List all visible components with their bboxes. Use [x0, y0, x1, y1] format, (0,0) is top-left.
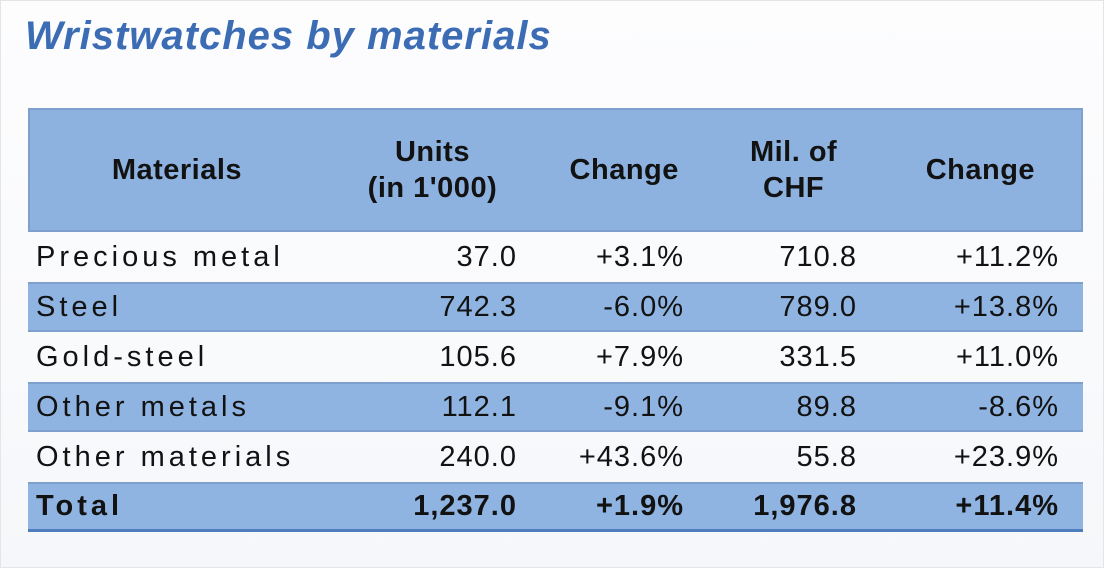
cell-chf: 89.8 — [796, 390, 857, 423]
cell-chf-change: +11.0% — [955, 340, 1059, 373]
cell-chf: 1,976.8 — [753, 490, 857, 523]
cell-units: 105.6 — [439, 340, 517, 373]
header-label: Mil. of — [749, 135, 838, 168]
cell-units-change: +43.6% — [578, 440, 684, 473]
header-label: Materials — [111, 153, 243, 186]
cell-units: 1,237.0 — [413, 490, 517, 523]
cell-units-change: +1.9% — [595, 490, 684, 523]
header-label: Units — [394, 135, 470, 168]
table-row-other-metals: Other metals 112.1 -9.1% 89.8 -8.6% — [28, 382, 1083, 432]
header-label: Change — [569, 153, 679, 186]
cell-chf: 789.0 — [779, 290, 857, 323]
table-header-row: Materials Units (in 1'000) Change Mil. o… — [28, 108, 1083, 232]
materials-table: Materials Units (in 1'000) Change Mil. o… — [28, 108, 1083, 532]
header-cell-materials: Materials — [30, 110, 324, 230]
table-row-gold-steel: Gold-steel 105.6 +7.9% 331.5 +11.0% — [28, 332, 1083, 382]
cell-chf-change: -8.6% — [978, 390, 1059, 423]
cell-material: Precious metal — [36, 240, 284, 273]
cell-chf-change: +11.2% — [955, 240, 1059, 273]
header-label: CHF — [763, 172, 825, 204]
cell-units-change: -6.0% — [603, 290, 684, 323]
header-label: (in 1'000) — [367, 172, 498, 204]
cell-chf-change: +11.4% — [955, 490, 1059, 523]
table-row-total: Total 1,237.0 +1.9% 1,976.8 +11.4% — [28, 482, 1083, 532]
table-row-steel: Steel 742.3 -6.0% 789.0 +13.8% — [28, 282, 1083, 332]
cell-chf: 710.8 — [779, 240, 857, 273]
cell-material: Other metals — [36, 390, 250, 423]
header-label: Change — [925, 153, 1036, 186]
header-cell-chf-change: Change — [880, 110, 1081, 230]
cell-material: Other materials — [36, 440, 295, 473]
cell-chf-change: +13.8% — [953, 290, 1059, 323]
header-cell-units-change: Change — [541, 110, 707, 230]
cell-chf: 331.5 — [779, 340, 857, 373]
cell-chf: 55.8 — [796, 440, 857, 473]
page-title: Wristwatches by materials — [25, 14, 552, 58]
cell-chf-change: +23.9% — [953, 440, 1059, 473]
cell-material: Gold-steel — [36, 340, 209, 373]
cell-units-change: -9.1% — [603, 390, 684, 423]
cell-units: 112.1 — [441, 390, 517, 423]
cell-material: Total — [36, 490, 124, 523]
cell-units: 37.0 — [456, 240, 517, 273]
cell-material: Steel — [36, 290, 123, 323]
table-row-other-materials: Other materials 240.0 +43.6% 55.8 +23.9% — [28, 432, 1083, 482]
cell-units: 240.0 — [439, 440, 517, 473]
cell-units: 742.3 — [439, 290, 517, 323]
table-row-precious-metal: Precious metal 37.0 +3.1% 710.8 +11.2% — [28, 232, 1083, 282]
header-cell-units: Units (in 1'000) — [324, 110, 541, 230]
cell-units-change: +7.9% — [595, 340, 684, 373]
header-cell-chf: Mil. of CHF — [707, 110, 879, 230]
cell-units-change: +3.1% — [595, 240, 684, 273]
